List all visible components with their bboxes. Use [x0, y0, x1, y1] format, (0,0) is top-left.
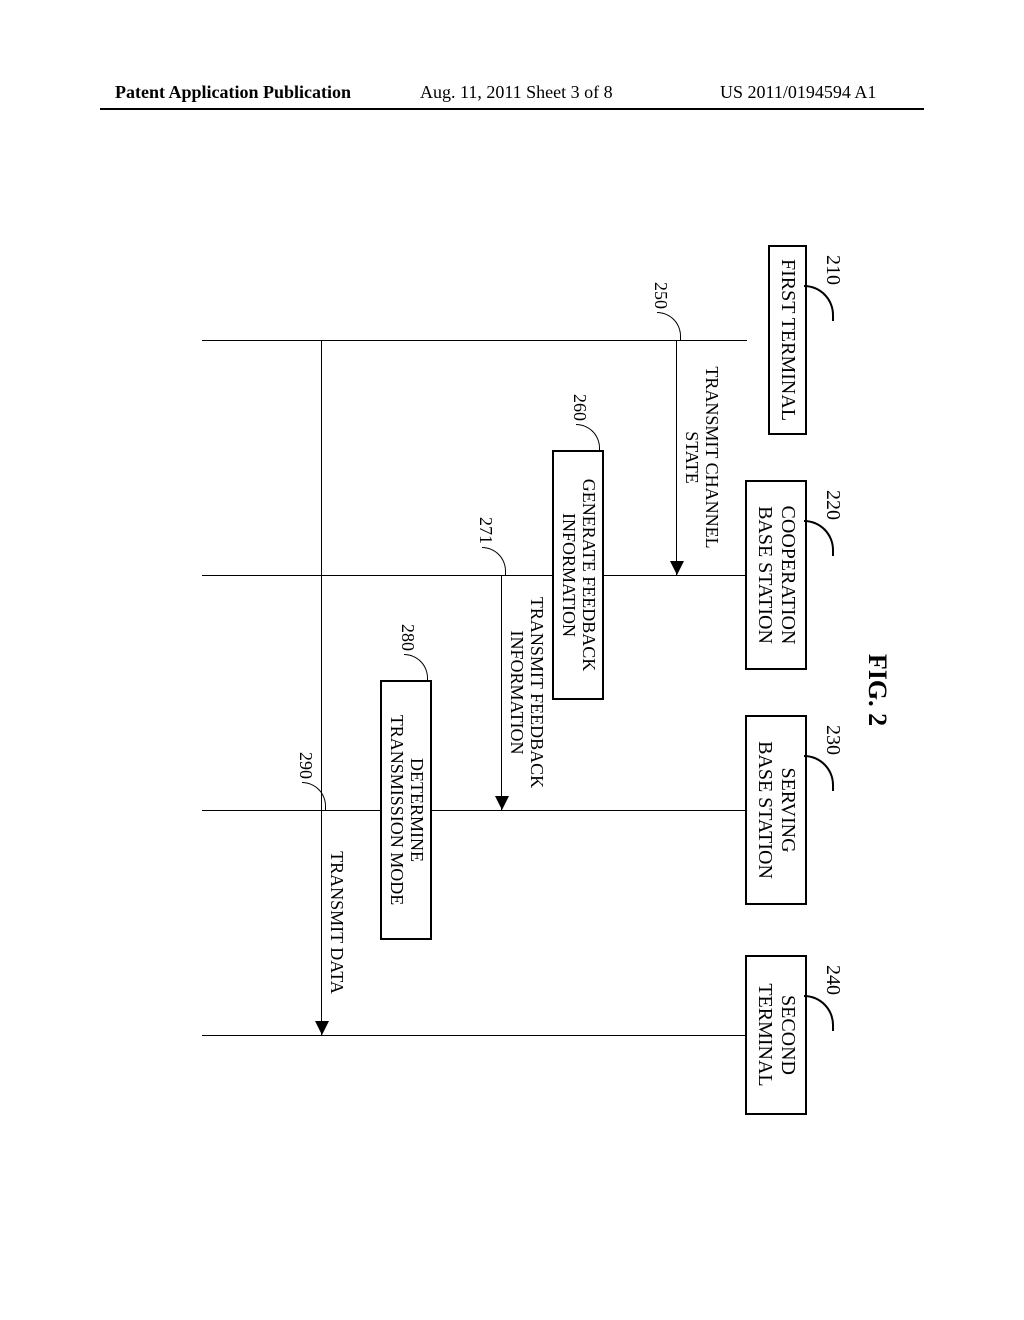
step-refnum: 260: [569, 394, 590, 421]
entity-label-line: TERMINAL: [753, 961, 776, 1109]
header-date-sheet: Aug. 11, 2011 Sheet 3 of 8: [420, 82, 613, 103]
figure-canvas: FIRST TERMINAL210COOPERATIONBASE STATION…: [162, 215, 862, 1165]
figure-label: FIG. 2: [862, 215, 892, 1165]
lifeline: [202, 575, 747, 576]
message-label: TRANSMIT CHANNELSTATE: [681, 338, 721, 578]
figure-2: FIG. 2 FIRST TERMINAL210COOPERATIONBASE …: [162, 215, 862, 1165]
action-box: GENERATE FEEDBACKINFORMATION: [552, 450, 604, 700]
entity-refnum: 230: [821, 725, 844, 755]
step-refnum: 290: [295, 752, 316, 779]
lifeline: [202, 810, 747, 811]
entity-first-terminal: FIRST TERMINAL: [768, 245, 807, 435]
leader-arc: [804, 285, 834, 321]
entity-refnum: 220: [821, 490, 844, 520]
leader-arc: [804, 995, 834, 1031]
header-pubnum: US 2011/0194594 A1: [720, 82, 876, 103]
entity-label-line: BASE STATION: [753, 486, 776, 664]
entity-serving-bs: SERVINGBASE STATION: [745, 715, 807, 905]
header-rule: [100, 108, 924, 110]
lifeline: [202, 340, 747, 341]
entity-coop-bs: COOPERATIONBASE STATION: [745, 480, 807, 670]
entity-label-line: FIRST TERMINAL: [776, 251, 799, 429]
leader-arc: [576, 424, 600, 452]
message-label: TRANSMIT DATA: [326, 803, 346, 1043]
leader-arc: [404, 654, 428, 682]
entity-label-line: COOPERATION: [776, 486, 799, 664]
step-refnum: 271: [475, 517, 496, 544]
leader-arc: [657, 312, 681, 340]
message-line-extension: [321, 340, 322, 810]
entity-refnum: 240: [821, 965, 844, 995]
step-refnum: 280: [397, 624, 418, 651]
header-publication: Patent Application Publication: [115, 82, 351, 103]
message-label: TRANSMIT FEEDBACKINFORMATION: [506, 573, 546, 813]
entity-label-line: BASE STATION: [753, 721, 776, 899]
entity-label-line: SERVING: [776, 721, 799, 899]
step-refnum: 250: [650, 282, 671, 309]
message-line: [501, 575, 502, 810]
lifeline: [202, 1035, 747, 1036]
message-line: [676, 340, 677, 575]
page: Patent Application Publication Aug. 11, …: [0, 0, 1024, 1320]
message-line: [321, 810, 322, 1035]
entity-label-line: SECOND: [776, 961, 799, 1109]
entity-refnum: 210: [821, 255, 844, 285]
entity-second-terminal: SECONDTERMINAL: [745, 955, 807, 1115]
leader-arc: [804, 755, 834, 791]
leader-arc: [302, 782, 326, 810]
leader-arc: [804, 520, 834, 556]
leader-arc: [482, 547, 506, 575]
action-box: DETERMINETRANSMISSION MODE: [380, 680, 432, 940]
